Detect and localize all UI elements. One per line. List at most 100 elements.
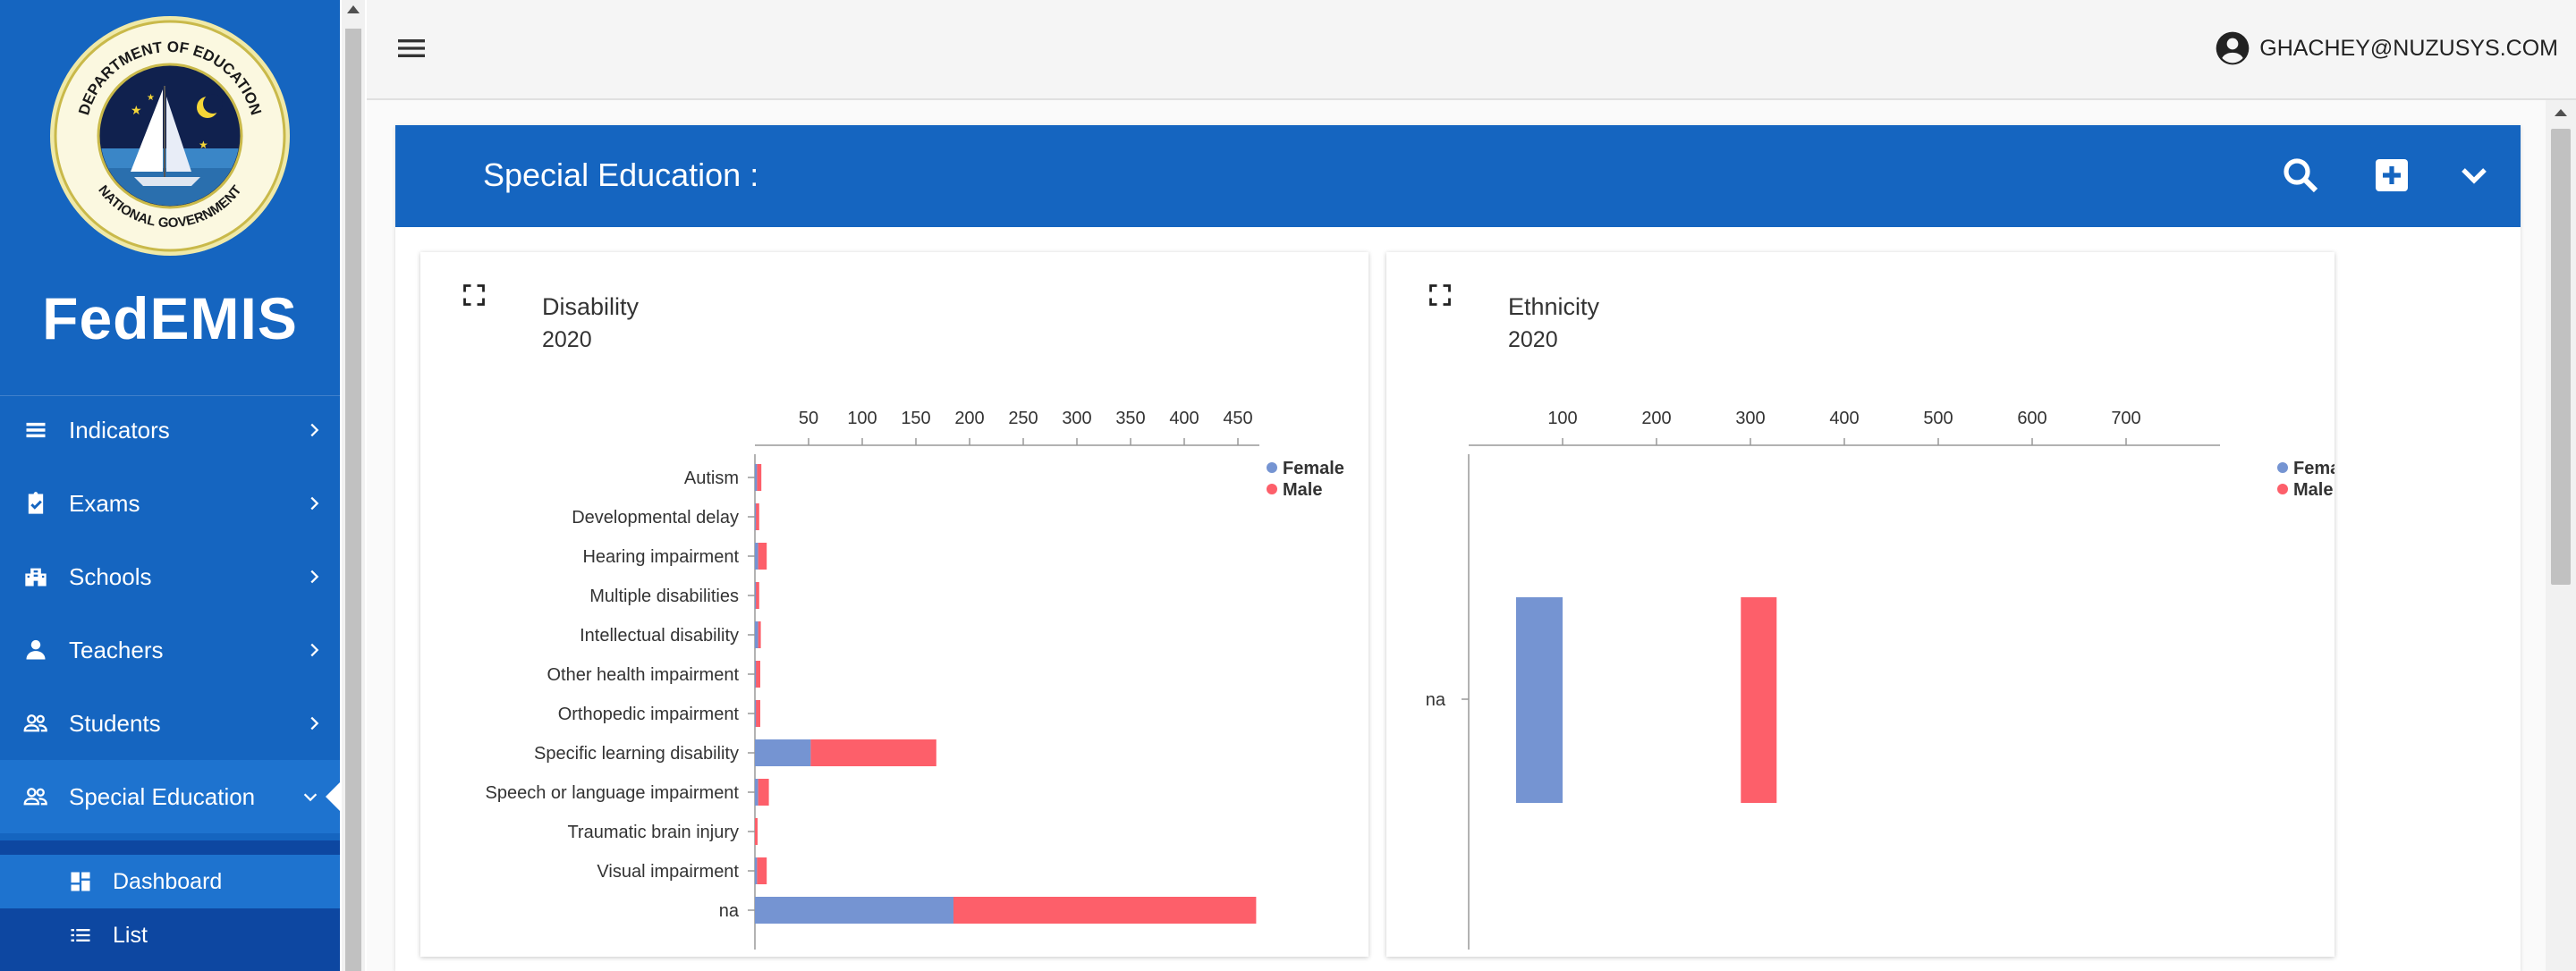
bar-female <box>755 661 757 688</box>
x-tick-label: 200 <box>954 409 984 428</box>
chevron-right-icon <box>310 570 319 584</box>
bar-female <box>755 857 758 884</box>
sidebar-item-label: Special Education <box>69 782 256 810</box>
x-tick-label: 700 <box>2111 409 2140 428</box>
user-email: GHACHEY@NUZUSYS.COM <box>2259 35 2558 61</box>
sidebar-subitem-dashboard[interactable]: Dashboard <box>0 855 340 908</box>
chevron-down-icon[interactable] <box>2453 154 2496 197</box>
sidebar-item-schools[interactable]: Schools <box>0 540 340 613</box>
hamburger-menu-icon[interactable] <box>394 30 429 66</box>
legend-label: Female <box>1283 459 1344 478</box>
bar-female <box>755 739 811 766</box>
page-title: Special Education : <box>483 156 759 193</box>
chevron-down-icon <box>303 793 318 802</box>
sidebar-item-label: Students <box>69 709 161 737</box>
bar-male <box>758 779 769 806</box>
ethnicity-chart-card: Ethnicity 2020 100 200 300 400 500 600 700 na Fe… <box>1386 252 2334 957</box>
search-icon[interactable] <box>2279 154 2322 197</box>
top-header: GHACHEY@NUZUSYS.COM <box>367 0 2576 100</box>
x-tick-label: 600 <box>2017 409 2046 428</box>
y-tick-label: Speech or language impairment <box>485 783 739 803</box>
x-tick-label: 450 <box>1223 409 1252 428</box>
fullscreen-icon[interactable] <box>462 283 487 308</box>
bar-female <box>1516 597 1563 803</box>
scroll-up-arrow[interactable] <box>347 5 360 13</box>
svg-text:★: ★ <box>147 93 155 103</box>
bar-male <box>756 582 759 609</box>
legend-label: Male <box>1283 480 1322 500</box>
people-icon <box>23 714 47 732</box>
app-brand: FedEMIS <box>42 285 298 351</box>
ethnicity-chart: 100 200 300 400 500 600 700 na Female Male <box>1426 409 2334 950</box>
sidebar-item-label: Teachers <box>69 636 164 663</box>
sidebar-scrollbar[interactable] <box>342 0 365 971</box>
x-tick-label: 400 <box>1169 409 1199 428</box>
y-tick-label: Visual impairment <box>597 862 739 882</box>
add-box-icon[interactable] <box>2370 154 2413 197</box>
y-tick-label: Hearing impairment <box>582 547 739 567</box>
bar-male <box>756 661 760 688</box>
disability-chart-card: Disability 2020 50 100 150 200 250 300 350 400 4… <box>420 252 1368 957</box>
scrollbar-thumb[interactable] <box>2551 129 2571 585</box>
chevron-right-icon <box>310 423 319 437</box>
list-icon <box>26 422 46 438</box>
bar-male <box>758 543 767 570</box>
legend-label: Female <box>2293 459 2334 478</box>
x-tick-label: 150 <box>901 409 930 428</box>
legend-marker <box>1267 462 1277 473</box>
x-tick-label: 50 <box>799 409 818 428</box>
chevron-right-icon <box>310 716 319 730</box>
x-tick-label: 400 <box>1829 409 1859 428</box>
y-tick-label: Multiple disabilities <box>589 587 739 606</box>
legend-marker <box>1267 484 1277 494</box>
bar-male <box>756 700 760 727</box>
x-tick-label: 300 <box>1735 409 1765 428</box>
bar-female <box>755 503 757 530</box>
y-tick-label: Specific learning disability <box>534 744 739 764</box>
user-menu[interactable]: GHACHEY@NUZUSYS.COM <box>2215 29 2558 68</box>
sidebar-item-exams[interactable]: Exams <box>0 467 340 540</box>
bar-male <box>810 739 936 766</box>
person-icon <box>26 639 46 660</box>
department-of-education-seal: ★ ★ ★ DEPARTMENT OF EDUCATION NATIONAL G… <box>50 16 290 256</box>
sidebar-item-label: Indicators <box>69 416 170 443</box>
dashboard-panel: Special Education : Disability 2020 50 10… <box>395 125 2521 971</box>
list-icon <box>71 929 90 941</box>
sidebar-item-students[interactable]: Students <box>0 687 340 760</box>
y-tick-label: Autism <box>684 469 739 488</box>
bar-female <box>755 621 758 648</box>
dashboard-icon <box>71 872 90 891</box>
legend-label: Male <box>2293 480 2333 500</box>
bar-female <box>755 582 757 609</box>
y-tick-label: Other health impairment <box>547 665 739 685</box>
main-content: Special Education : Disability 2020 50 10… <box>367 100 2576 971</box>
chart-subtitle: 2020 <box>542 327 592 352</box>
bar-male <box>757 857 767 884</box>
bar-female <box>755 897 953 924</box>
sidebar-item-indicators[interactable]: Indicators <box>0 393 340 467</box>
account-circle-icon <box>2216 31 2250 65</box>
y-tick-label: na <box>1426 690 1446 710</box>
scrollbar-thumb[interactable] <box>345 29 361 971</box>
chart-subtitle: 2020 <box>1508 327 1558 352</box>
bar-male <box>757 464 762 491</box>
active-indicator <box>326 782 340 811</box>
bar-female <box>755 700 757 727</box>
legend-marker <box>2277 484 2288 494</box>
chevron-right-icon <box>310 643 319 657</box>
svg-text:★: ★ <box>131 103 142 117</box>
clipboard-check-icon <box>28 492 44 514</box>
sidebar-item-special-education[interactable]: Special Education <box>0 760 340 833</box>
main-scrollbar[interactable] <box>2546 100 2576 971</box>
bar-female <box>755 543 758 570</box>
y-tick-label: Intellectual disability <box>580 626 739 646</box>
fullscreen-icon[interactable] <box>1428 283 1453 308</box>
x-tick-label: 200 <box>1641 409 1671 428</box>
bar-female <box>755 464 758 491</box>
sidebar-item-label: Exams <box>69 489 140 517</box>
special-education-submenu: Dashboard List <box>0 840 340 971</box>
scroll-up-arrow[interactable] <box>2555 109 2567 116</box>
bar-male <box>756 503 759 530</box>
sidebar-subitem-list[interactable]: List <box>0 908 340 962</box>
sidebar-item-teachers[interactable]: Teachers <box>0 613 340 687</box>
